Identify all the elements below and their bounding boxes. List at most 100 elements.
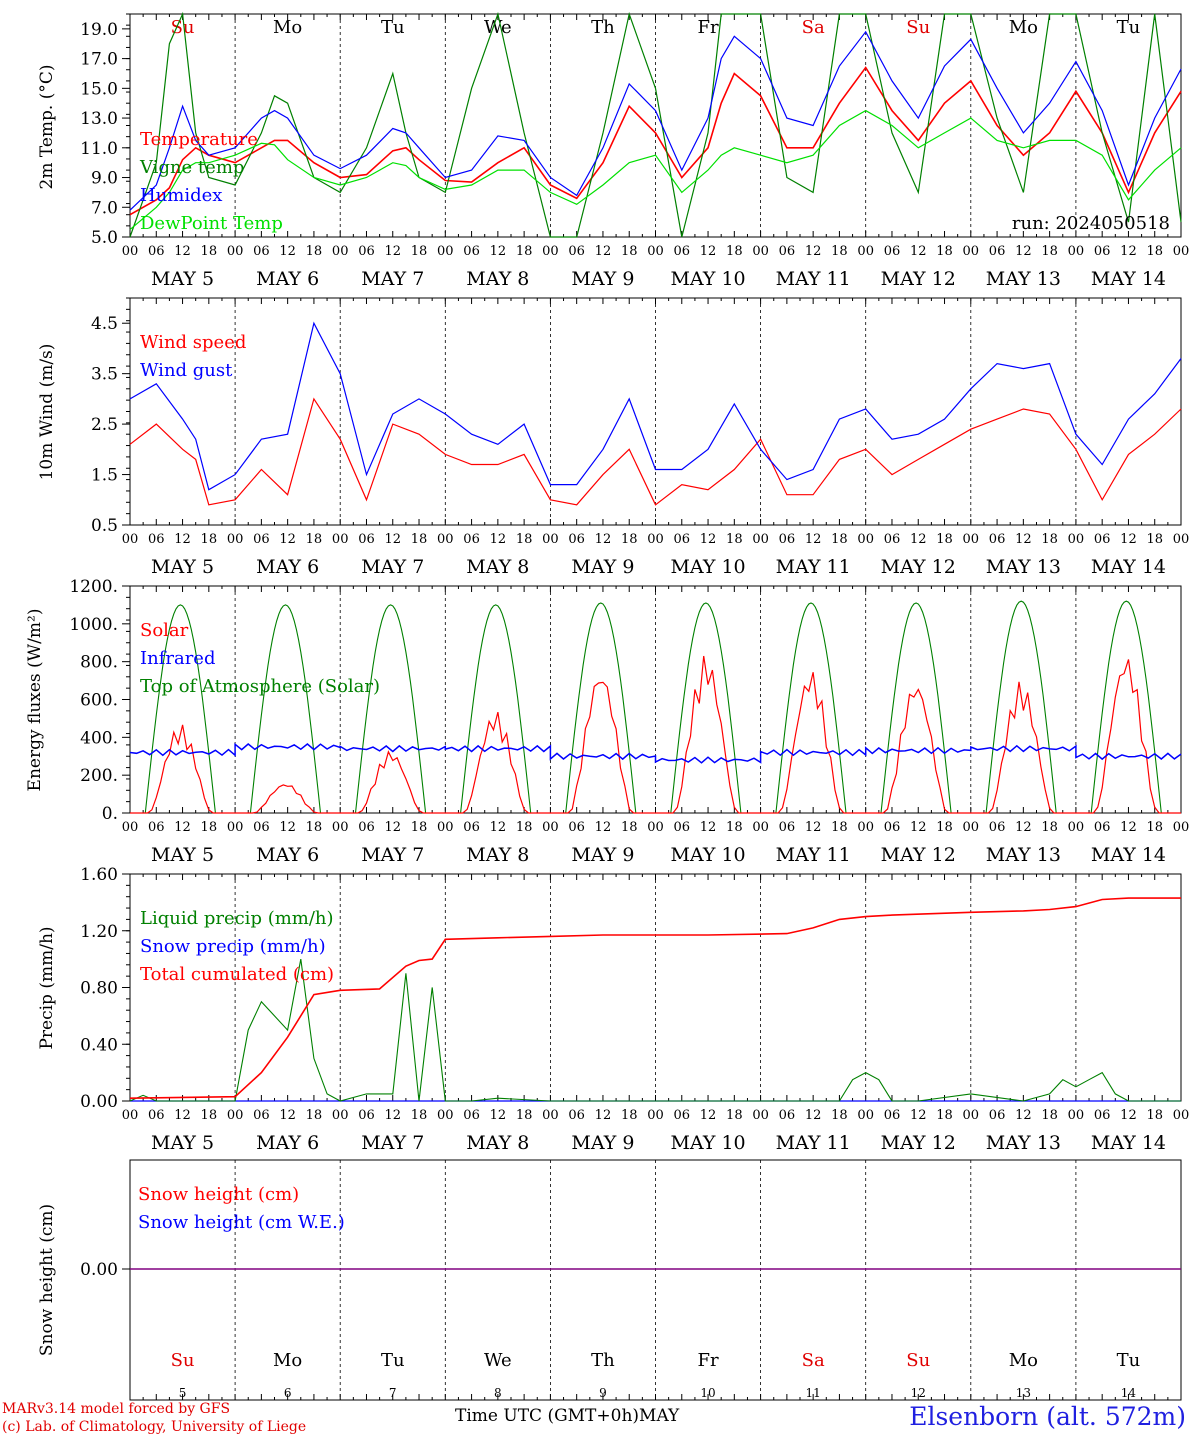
legend-entry: Liquid precip (mm/h) bbox=[140, 908, 334, 929]
weekday-label: Tu bbox=[1117, 17, 1141, 38]
x-date-label: MAY 11 bbox=[776, 1132, 851, 1154]
x-hour-label: 00 bbox=[1068, 532, 1085, 547]
x-hour-label: 12 bbox=[805, 820, 822, 835]
x-hour-label: 18 bbox=[516, 820, 533, 835]
day-number-label: 5 bbox=[179, 1386, 187, 1400]
x-hour-label: 00 bbox=[1068, 1108, 1085, 1123]
x-hour-label: 18 bbox=[621, 244, 638, 259]
x-hour-label: 18 bbox=[726, 532, 743, 547]
legend-entry: Total cumulated (cm) bbox=[140, 964, 334, 985]
legend-entry: Snow height (cm) bbox=[138, 1184, 299, 1205]
x-hour-label: 06 bbox=[674, 244, 691, 259]
day-number-label: 9 bbox=[599, 1386, 607, 1400]
x-hour-label: 00 bbox=[332, 244, 349, 259]
x-hour-label: 12 bbox=[595, 1108, 612, 1123]
y-tick-label: 1.20 bbox=[80, 922, 118, 942]
weekday-label: Tu bbox=[381, 1350, 405, 1371]
x-hour-label: 12 bbox=[1120, 1108, 1137, 1123]
x-date-label: MAY 10 bbox=[670, 556, 745, 578]
x-axis-title: Time UTC (GMT+0h)MAY bbox=[455, 1406, 679, 1426]
x-hour-label: 00 bbox=[963, 820, 980, 835]
x-hour-label: 06 bbox=[989, 532, 1006, 547]
legend-entry: DewPoint Temp bbox=[140, 213, 283, 234]
day-number-label: 8 bbox=[494, 1386, 502, 1400]
series-line-wind-gust bbox=[129, 321, 1182, 491]
x-hour-label: 18 bbox=[621, 1108, 638, 1123]
x-hour-label: 18 bbox=[726, 1108, 743, 1123]
x-hour-label: 00 bbox=[122, 1108, 139, 1123]
legend-entry: Wind gust bbox=[140, 360, 233, 381]
panel-5 bbox=[122, 1159, 1182, 1401]
x-hour-label: 00 bbox=[542, 244, 559, 259]
x-date-label: MAY 14 bbox=[1091, 1132, 1166, 1154]
y-tick-label: 7.0 bbox=[91, 198, 118, 218]
x-hour-label: 06 bbox=[884, 244, 901, 259]
x-date-label: MAY 13 bbox=[986, 1132, 1061, 1154]
x-hour-label: 18 bbox=[936, 820, 953, 835]
x-hour-label: 06 bbox=[674, 1108, 691, 1123]
y-tick-label: 1.60 bbox=[80, 865, 118, 885]
series-line-infrared bbox=[129, 742, 1182, 764]
x-hour-label: 12 bbox=[805, 532, 822, 547]
x-hour-label: 18 bbox=[411, 244, 428, 259]
legend-entry: Temperature bbox=[140, 129, 258, 150]
y-tick-label: 1000. bbox=[69, 615, 118, 635]
x-hour-label: 06 bbox=[884, 1108, 901, 1123]
x-hour-label: 06 bbox=[568, 532, 585, 547]
x-date-label: MAY 10 bbox=[670, 268, 745, 290]
x-hour-label: 18 bbox=[1146, 820, 1163, 835]
x-hour-label: 12 bbox=[174, 532, 191, 547]
x-date-label: MAY 12 bbox=[881, 556, 956, 578]
x-hour-label: 06 bbox=[463, 820, 480, 835]
x-hour-label: 06 bbox=[148, 1108, 165, 1123]
x-date-label: MAY 11 bbox=[776, 844, 851, 866]
x-hour-label: 06 bbox=[1094, 244, 1111, 259]
x-hour-label: 00 bbox=[437, 820, 454, 835]
panel-frame bbox=[129, 13, 1182, 238]
x-hour-label: 18 bbox=[1146, 532, 1163, 547]
x-hour-label: 12 bbox=[1015, 1108, 1032, 1123]
legend-entry: Solar bbox=[140, 620, 189, 641]
station-label: Elsenborn (alt. 572m) bbox=[909, 1402, 1186, 1431]
x-hour-label: 06 bbox=[358, 532, 375, 547]
x-hour-label: 06 bbox=[253, 532, 270, 547]
x-hour-label: 00 bbox=[332, 1108, 349, 1123]
x-hour-label: 00 bbox=[1173, 244, 1190, 259]
weekday-label: Mo bbox=[273, 1350, 302, 1371]
weekday-label: Su bbox=[171, 1350, 195, 1371]
x-hour-label: 06 bbox=[568, 244, 585, 259]
day-number-label: 11 bbox=[806, 1386, 821, 1400]
weekday-label: Th bbox=[591, 17, 615, 38]
x-date-label: MAY 9 bbox=[571, 1132, 634, 1154]
x-hour-label: 12 bbox=[1120, 820, 1137, 835]
x-hour-label: 18 bbox=[936, 532, 953, 547]
x-hour-label: 00 bbox=[1173, 532, 1190, 547]
x-hour-label: 12 bbox=[595, 820, 612, 835]
x-hour-label: 00 bbox=[647, 1108, 664, 1123]
x-hour-label: 00 bbox=[752, 820, 769, 835]
day-number-label: 10 bbox=[700, 1386, 715, 1400]
x-hour-label: 12 bbox=[700, 1108, 717, 1123]
x-hour-label: 18 bbox=[306, 820, 323, 835]
legend-entry: Humidex bbox=[140, 185, 222, 206]
x-hour-label: 12 bbox=[490, 1108, 507, 1123]
y-tick-label: 1200. bbox=[69, 577, 118, 597]
y-tick-label: 13.0 bbox=[80, 109, 118, 129]
x-hour-label: 06 bbox=[463, 532, 480, 547]
x-date-label: MAY 9 bbox=[571, 844, 634, 866]
panel-1 bbox=[122, 13, 1182, 238]
series-line-vigne-temp bbox=[129, 11, 1182, 238]
weekday-label: Mo bbox=[1009, 17, 1038, 38]
x-hour-label: 12 bbox=[910, 820, 927, 835]
day-number-label: 14 bbox=[1121, 1386, 1137, 1400]
x-hour-label: 06 bbox=[779, 1108, 796, 1123]
y-axis-label: 2m Temp. (°C) bbox=[37, 64, 57, 189]
x-hour-label: 00 bbox=[542, 820, 559, 835]
y-axis-label: 10m Wind (m/s) bbox=[37, 344, 57, 481]
x-hour-label: 00 bbox=[227, 244, 244, 259]
panel-3 bbox=[122, 585, 1182, 814]
x-hour-label: 00 bbox=[332, 532, 349, 547]
y-tick-label: 5.0 bbox=[91, 228, 118, 248]
series-line-solar bbox=[130, 655, 1181, 814]
x-hour-label: 00 bbox=[542, 532, 559, 547]
